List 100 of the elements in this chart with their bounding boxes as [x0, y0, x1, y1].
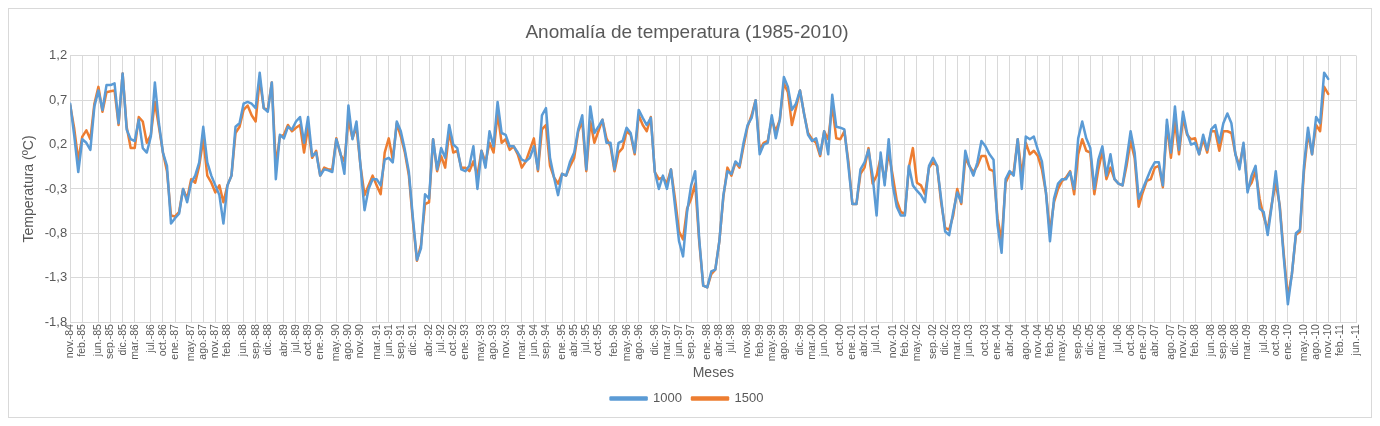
- x-tick-label: ago.-87: [196, 323, 209, 360]
- x-tick-label: feb.-11: [1333, 323, 1346, 356]
- x-tick-label: ago.-04: [1018, 323, 1031, 360]
- x-tick-label: ene.-01: [845, 323, 858, 360]
- x-tick-label: may.-05: [1054, 323, 1067, 362]
- x-tick-label: jun.-11: [1349, 323, 1362, 357]
- x-tick-label: nov.-07: [1175, 323, 1188, 359]
- x-tick-label: mar.-03: [950, 323, 963, 360]
- x-tick-label: ene.-98: [700, 323, 713, 360]
- x-tick-label: may.-93: [474, 323, 487, 362]
- x-tick-label: feb.-96: [607, 323, 620, 357]
- x-tick-label: jun.-91: [381, 323, 394, 358]
- x-tick-label: sep.-85: [103, 323, 116, 360]
- x-tick-label: feb.-99: [752, 323, 765, 357]
- x-tick-label: sep.-91: [393, 323, 406, 360]
- x-tick-label: jun.-97: [671, 323, 684, 358]
- x-tick-label: sep.-02: [925, 323, 938, 360]
- x-tick-label: oct.-03: [978, 323, 991, 357]
- x-tick-label: jul.-92: [434, 323, 447, 354]
- x-tick-label: dic.-02: [938, 323, 951, 356]
- x-tick-label: ene.-95: [554, 323, 567, 360]
- x-tick-label: jun.-94: [526, 323, 539, 358]
- x-tick-label: ene.-04: [990, 323, 1003, 360]
- x-tick-label: feb.-85: [75, 323, 88, 357]
- chart-title: Anomalía de temperatura (1985-2010): [525, 20, 849, 42]
- x-tick-label: dic.-85: [115, 323, 128, 356]
- x-tick-label: oct.-86: [155, 323, 168, 357]
- x-tick-label: sep.-05: [1071, 323, 1084, 360]
- x-tick-label: mar.-94: [514, 323, 527, 360]
- x-tick-label: feb.-02: [897, 323, 910, 357]
- y-tick-label: -0,3: [44, 180, 68, 196]
- x-tick-label: ene.-07: [1135, 323, 1148, 360]
- x-tick-label: dic.-05: [1083, 323, 1096, 356]
- x-tick-label: nov.-93: [498, 323, 511, 359]
- x-tick-label: abr.-98: [712, 323, 725, 357]
- x-tick-label: may.-90: [329, 323, 342, 362]
- x-tick-label: abr.-95: [567, 323, 580, 357]
- x-tick-label: jun.-08: [1204, 323, 1217, 358]
- x-tick-label: ago.-99: [776, 323, 789, 360]
- x-tick-label: may.-87: [184, 323, 197, 362]
- y-axis-title: Temperatura (ºC): [20, 135, 37, 243]
- x-tick-label: jun.-03: [962, 323, 975, 358]
- x-tick-label: dic.-91: [405, 323, 418, 356]
- x-tick-label: may.-10: [1296, 323, 1309, 362]
- x-tick-label: dic.-96: [647, 323, 660, 356]
- x-tick-label: ene.-10: [1280, 323, 1293, 360]
- x-tick-label: mar.-09: [1240, 323, 1253, 360]
- y-tick-label: -1,8: [44, 313, 68, 329]
- x-tick-label: sep.-88: [248, 323, 261, 360]
- x-tick-label: nov.-90: [353, 323, 366, 359]
- x-tick-label: mar.-86: [127, 323, 140, 360]
- x-tick-label: nov.-87: [208, 323, 221, 359]
- x-tick-label: feb.-08: [1188, 323, 1201, 357]
- x-axis-title: Meses: [692, 364, 734, 381]
- x-tick-label: ago.-93: [486, 323, 499, 360]
- y-tick-label: 0,2: [49, 136, 68, 152]
- x-tick-label: dic.-88: [260, 323, 273, 356]
- x-tick-label: mar.-91: [369, 323, 382, 360]
- x-tick-label: mar.-00: [804, 323, 817, 360]
- x-tick-label: nov.-01: [885, 323, 898, 359]
- y-tick-label: 1,2: [49, 47, 68, 63]
- x-tick-label: abr.-92: [421, 323, 434, 357]
- x-tick-label: mar.-06: [1095, 323, 1108, 360]
- legend-label: 1000: [653, 390, 682, 406]
- x-tick-label: nov.-04: [1030, 323, 1043, 359]
- x-tick-label: oct.-92: [446, 323, 459, 357]
- x-tick-label: feb.-88: [220, 323, 233, 357]
- x-tick-label: ene.-87: [167, 323, 180, 360]
- x-tick-label: ago.-90: [341, 323, 354, 360]
- x-tick-label: abr.-01: [857, 323, 870, 357]
- x-tick-label: dic.-99: [792, 323, 805, 356]
- x-tick-label: oct.-06: [1123, 323, 1136, 357]
- x-tick-label: ago.-07: [1163, 323, 1176, 360]
- x-tick-label: oct.-09: [1268, 323, 1281, 357]
- x-tick-label: oct.-89: [300, 323, 313, 357]
- x-tick-label: jul.-89: [288, 323, 301, 354]
- y-tick-label: -0,8: [44, 224, 68, 240]
- x-tick-label: jun.-85: [91, 323, 104, 358]
- x-tick-label: jul.-06: [1111, 323, 1124, 354]
- x-tick-label: may.-99: [764, 323, 777, 362]
- x-tick-label: ago.-96: [631, 323, 644, 360]
- x-tick-label: may.-02: [909, 323, 922, 362]
- x-tick-label: dic.-08: [1228, 323, 1241, 356]
- x-tick-label: jul.-98: [724, 323, 737, 354]
- x-tick-label: feb.-05: [1042, 323, 1055, 357]
- x-tick-label: jul.-01: [869, 323, 882, 354]
- x-tick-label: jul.-09: [1256, 323, 1269, 354]
- x-tick-label: sep.-94: [538, 323, 551, 360]
- x-tick-label: may.-96: [619, 323, 632, 362]
- x-tick-label: jun.-88: [236, 323, 249, 358]
- x-tick-label: jul.-86: [143, 323, 156, 354]
- x-tick-label: sep.-97: [684, 323, 697, 360]
- x-tick-label: nov.-98: [740, 323, 753, 359]
- x-tick-label: sep.-08: [1216, 323, 1229, 360]
- y-tick-label: -1,3: [44, 269, 68, 285]
- x-tick-label: nov.-10: [1321, 323, 1334, 359]
- y-tick-label: 0,7: [49, 91, 68, 107]
- legend-label: 1500: [734, 390, 764, 406]
- x-tick-label: abr.-89: [276, 323, 289, 357]
- x-tick-label: ago.-10: [1308, 323, 1321, 360]
